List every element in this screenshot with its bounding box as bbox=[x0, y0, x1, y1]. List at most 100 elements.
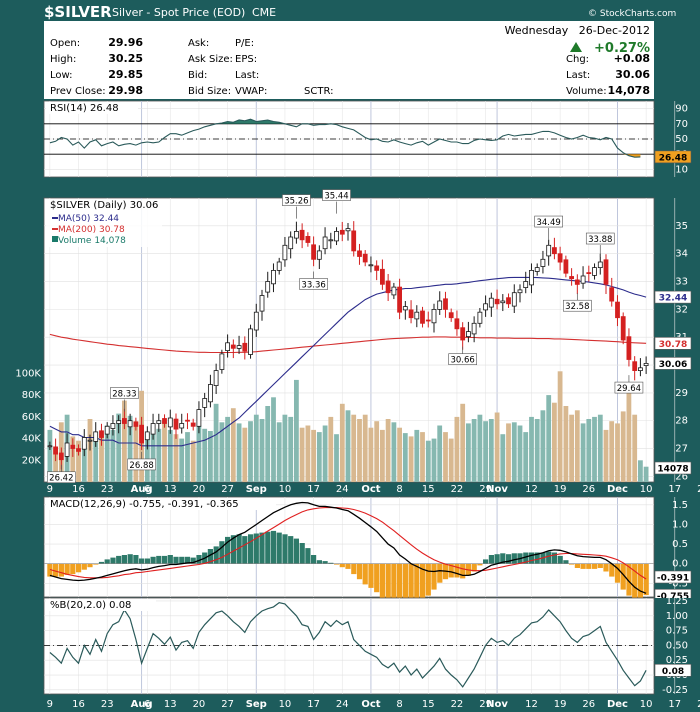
candle-body bbox=[311, 244, 317, 260]
candle bbox=[357, 243, 362, 265]
candle-body bbox=[374, 265, 380, 271]
volume-bar bbox=[70, 436, 76, 482]
volume-tick-label: 20K bbox=[22, 455, 42, 466]
macd-histogram-bar bbox=[316, 560, 322, 564]
price-annotation: 35.44 bbox=[322, 189, 351, 214]
macd-histogram-bar bbox=[219, 541, 225, 564]
price-annotation: 34.49 bbox=[534, 215, 563, 241]
y-tick-label: 27 bbox=[675, 444, 688, 455]
candle-body bbox=[420, 310, 425, 324]
candle bbox=[311, 236, 317, 267]
candle bbox=[53, 438, 58, 462]
candle-body bbox=[477, 311, 483, 324]
candle bbox=[626, 328, 632, 367]
candle bbox=[557, 246, 563, 271]
candle bbox=[139, 416, 145, 450]
volume-bar bbox=[93, 437, 99, 482]
candle-body bbox=[230, 344, 236, 349]
macd-histogram-bar bbox=[93, 563, 99, 565]
volume-bar bbox=[643, 466, 649, 482]
change-percent: +0.27% bbox=[594, 41, 650, 56]
candle-body bbox=[99, 430, 104, 438]
x-tick-label: 24 bbox=[697, 484, 700, 495]
candle bbox=[322, 227, 328, 255]
volume-bar bbox=[454, 416, 460, 482]
volume-bar bbox=[311, 429, 316, 482]
candle bbox=[179, 413, 185, 434]
macd-histogram-bar bbox=[58, 563, 64, 577]
candle bbox=[483, 295, 489, 317]
candle bbox=[293, 221, 299, 244]
candle bbox=[397, 278, 403, 320]
candle bbox=[351, 221, 357, 257]
candle-body bbox=[179, 423, 185, 429]
candle-body bbox=[523, 281, 529, 288]
candle-body bbox=[632, 361, 638, 372]
annotation-box bbox=[322, 189, 351, 201]
volume-bar bbox=[322, 425, 328, 482]
price-annotation: 26.42 bbox=[47, 464, 76, 484]
candle-body bbox=[574, 279, 580, 285]
macd-histogram-bar bbox=[121, 555, 127, 564]
candle-body bbox=[345, 228, 351, 232]
candle bbox=[592, 263, 597, 280]
x-tick-label: 27 bbox=[221, 484, 234, 495]
candle bbox=[99, 423, 104, 446]
macd-histogram-bar bbox=[230, 535, 236, 564]
volume-bar bbox=[242, 427, 248, 482]
ma200-last-label: 30.78 bbox=[659, 340, 687, 350]
candle bbox=[242, 336, 248, 360]
candle-body bbox=[500, 300, 506, 304]
candle-body bbox=[173, 418, 179, 430]
macd-histogram-bar bbox=[523, 552, 529, 564]
volume-bar bbox=[339, 403, 345, 482]
candle-body bbox=[93, 431, 99, 442]
macd-histogram-bar bbox=[282, 534, 288, 564]
candle-body bbox=[53, 446, 58, 455]
x-tick-label: 10 bbox=[640, 484, 653, 495]
volume-bar bbox=[506, 423, 511, 482]
candle-body bbox=[104, 425, 110, 435]
macd-histogram-bar bbox=[76, 563, 82, 573]
volume-bar bbox=[144, 433, 150, 482]
candle bbox=[534, 263, 540, 276]
candle-body bbox=[483, 303, 489, 311]
volume-bar bbox=[597, 414, 603, 482]
candle bbox=[477, 307, 483, 328]
volume-bar bbox=[540, 410, 546, 482]
macd-histogram-bar bbox=[322, 561, 328, 564]
x-tick-label: 16 bbox=[72, 484, 85, 495]
candle bbox=[299, 223, 305, 249]
quote-label: SCTR: bbox=[304, 86, 333, 97]
candle bbox=[259, 289, 265, 321]
volume-bar bbox=[431, 438, 437, 482]
candle-body bbox=[328, 239, 334, 242]
y-tick-label: 26 bbox=[675, 471, 688, 482]
x-tick-label: 12 bbox=[525, 699, 538, 710]
x-tick-label: 29 bbox=[479, 699, 492, 710]
volume-bar bbox=[609, 421, 615, 482]
x-tick-label: 27 bbox=[221, 699, 234, 710]
y-tick-label: 0.50 bbox=[666, 640, 688, 651]
macd-histogram-bar bbox=[385, 563, 391, 603]
candle-body bbox=[47, 445, 53, 448]
rsi-legend: RSI(14) 26.48 bbox=[50, 103, 119, 114]
macd-histogram-bar bbox=[144, 558, 150, 564]
x-tick-label: 24 bbox=[336, 484, 349, 495]
candle-body bbox=[253, 311, 259, 331]
candle-body bbox=[248, 328, 253, 355]
candle-body bbox=[70, 444, 76, 449]
x-tick-label: Nov bbox=[486, 699, 508, 710]
y-tick-label: 34 bbox=[675, 249, 688, 260]
candle-body bbox=[603, 259, 609, 285]
x-tick-label: 8 bbox=[396, 699, 402, 710]
y-tick-label: 1.0 bbox=[672, 519, 688, 530]
macd-line bbox=[49, 501, 647, 594]
quote-label: High: bbox=[50, 54, 76, 65]
macd-histogram-bar bbox=[127, 554, 133, 564]
volume-bar bbox=[414, 429, 420, 482]
candle bbox=[219, 349, 225, 374]
volume-bar bbox=[357, 419, 362, 482]
volume-bar bbox=[569, 414, 574, 482]
volume-last-label: 14078 bbox=[657, 465, 688, 475]
